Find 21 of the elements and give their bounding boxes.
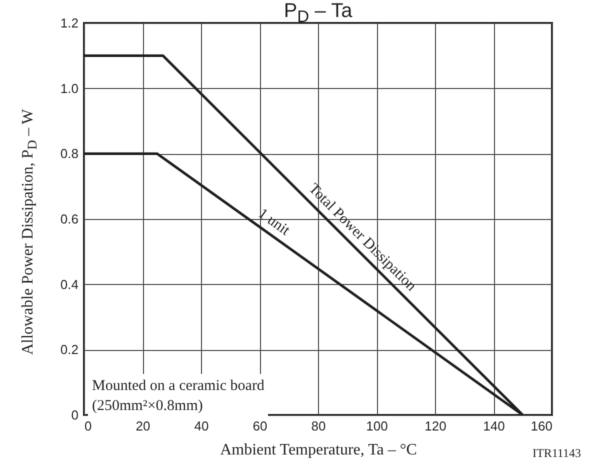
x-tick-label: 80: [311, 418, 326, 434]
x-tick-label: 20: [136, 418, 150, 434]
text: 1 unit: [255, 206, 294, 240]
y-tick-label: 1.0: [60, 80, 78, 96]
text: ITR11143: [532, 446, 581, 461]
x-tick-label: 120: [424, 418, 446, 434]
x-tick-label: 0: [84, 418, 92, 434]
chart-title: P$_{D}$ – Ta: [284, 0, 352, 26]
x-tick-label: 60: [252, 418, 268, 434]
y-tick-label: 0.4: [60, 276, 78, 292]
x-axis-title: Ambient Temperature, Ta – °C: [220, 442, 417, 458]
y-tick-label: 0.8: [60, 146, 78, 162]
y-tick-label: 0: [71, 408, 78, 422]
x-tick-label: 160: [530, 418, 552, 434]
x-tick-label: 40: [194, 418, 209, 434]
y-tick-label: 1.2: [60, 16, 78, 30]
x-tick-label: 100: [366, 418, 388, 434]
y-tick-label: 0.6: [60, 212, 78, 226]
annotation: Mounted on a ceramic board (250mm²×0.8mm): [88, 374, 268, 418]
x-tick-label: 140: [483, 418, 505, 434]
y-tick-label: 0.2: [60, 342, 78, 358]
